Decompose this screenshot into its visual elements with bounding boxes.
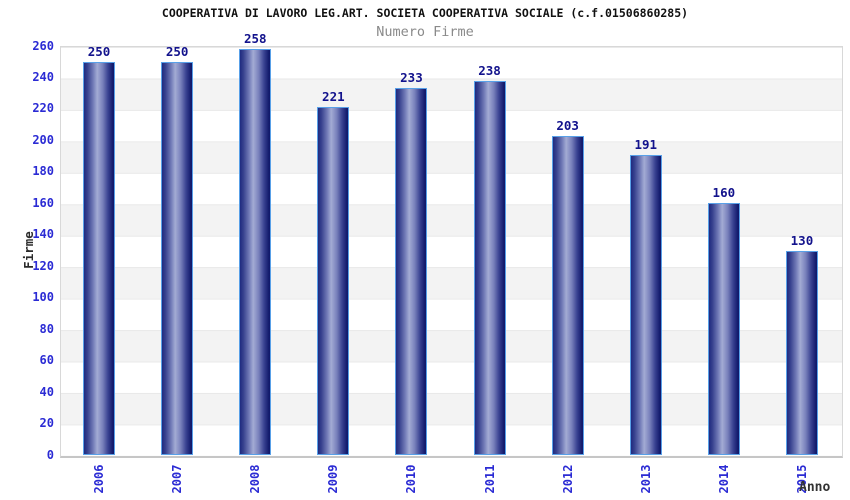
x-tick-2008: 2008 bbox=[248, 464, 263, 494]
y-tick-240: 240 bbox=[32, 69, 54, 84]
y-tick-60: 60 bbox=[39, 353, 54, 368]
bar-2015 bbox=[785, 250, 818, 455]
bar-2012 bbox=[551, 135, 584, 455]
bar-2008 bbox=[239, 49, 272, 455]
y-tick-20: 20 bbox=[39, 416, 54, 431]
bar-value-2015: 130 bbox=[790, 232, 814, 248]
bar-2009 bbox=[317, 107, 350, 455]
bar-2007 bbox=[161, 61, 194, 455]
chart-subtitle: Numero Firme bbox=[376, 24, 474, 40]
x-tick-2006: 2006 bbox=[92, 464, 107, 494]
y-tick-160: 160 bbox=[32, 195, 54, 210]
bar-2010 bbox=[395, 88, 428, 455]
bar-2011 bbox=[473, 80, 506, 455]
y-tick-220: 220 bbox=[32, 101, 54, 116]
x-tick-2011: 2011 bbox=[482, 464, 497, 494]
y-tick-0: 0 bbox=[46, 447, 54, 462]
y-tick-80: 80 bbox=[39, 321, 54, 336]
bar-value-2010: 233 bbox=[400, 70, 423, 86]
chart-title: COOPERATIVA DI LAVORO LEG.ART. SOCIETA C… bbox=[161, 6, 689, 20]
bar-value-2014: 160 bbox=[712, 185, 736, 201]
bar-2014 bbox=[707, 203, 740, 455]
bar-value-2012: 203 bbox=[556, 117, 579, 133]
bar-value-2009: 221 bbox=[322, 89, 345, 105]
y-tick-260: 260 bbox=[32, 38, 54, 53]
x-tick-2013: 2013 bbox=[638, 464, 653, 494]
bar-value-2006: 250 bbox=[87, 43, 111, 59]
bar-value-2011: 238 bbox=[478, 62, 501, 78]
x-tick-2007: 2007 bbox=[170, 464, 185, 494]
y-axis-title: Firme bbox=[21, 231, 36, 269]
y-tick-180: 180 bbox=[32, 164, 54, 179]
bar-2006 bbox=[83, 61, 116, 455]
y-tick-100: 100 bbox=[32, 290, 54, 305]
x-tick-2010: 2010 bbox=[404, 464, 419, 494]
x-tick-2014: 2014 bbox=[716, 464, 731, 494]
x-tick-2012: 2012 bbox=[560, 464, 575, 494]
y-tick-140: 140 bbox=[32, 227, 54, 242]
y-tick-40: 40 bbox=[39, 384, 54, 399]
x-axis-title: Anno bbox=[799, 480, 831, 495]
bar-value-2013: 191 bbox=[634, 136, 658, 152]
bar-value-2008: 258 bbox=[243, 31, 267, 47]
y-tick-200: 200 bbox=[32, 132, 54, 147]
x-tick-2009: 2009 bbox=[326, 464, 341, 494]
bar-value-2007: 250 bbox=[165, 43, 189, 59]
bar-2013 bbox=[629, 154, 662, 455]
y-tick-120: 120 bbox=[32, 258, 54, 273]
